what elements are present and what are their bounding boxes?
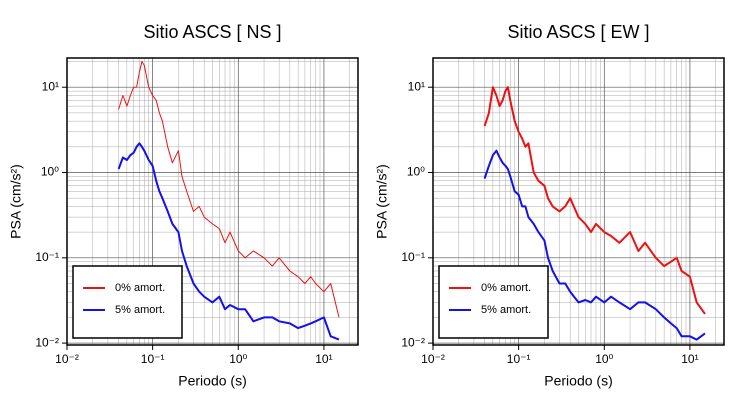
x-tick-label: 10⁻¹ — [507, 352, 531, 366]
y-tick-label: 10⁰ — [41, 165, 59, 179]
x-tick-label: 10¹ — [681, 352, 698, 366]
frame — [66, 57, 359, 346]
series-line — [483, 149, 706, 341]
legend-box — [438, 265, 549, 339]
y-tick-label: 10⁰ — [407, 165, 425, 179]
y-tick-label: 10⁻² — [401, 335, 425, 349]
series-line — [117, 142, 340, 341]
x-tick-label: 10⁻² — [421, 352, 445, 366]
x-tick-label: 10⁻² — [55, 352, 79, 366]
x-axis-label: Periodo (s) — [544, 373, 612, 389]
series-line — [118, 61, 340, 318]
legend-label: 0% amort. — [115, 282, 165, 294]
y-tick-label: 10⁻¹ — [401, 250, 425, 264]
x-tick-label: 10¹ — [315, 352, 332, 366]
legend-label: 5% amort. — [115, 304, 165, 316]
y-tick-label: 10⁻¹ — [35, 250, 59, 264]
series-line — [483, 86, 706, 315]
y-tick-label: 10¹ — [408, 79, 425, 93]
legend-box — [72, 265, 183, 339]
legend-label: 5% amort. — [481, 304, 531, 316]
x-tick-label: 10⁰ — [595, 352, 613, 366]
chart-title: Sitio ASCS [ NS ] — [143, 22, 281, 42]
legend-label: 0% amort. — [481, 282, 531, 294]
chart-title: Sitio ASCS [ EW ] — [507, 22, 649, 42]
y-tick-label: 10¹ — [42, 79, 59, 93]
y-tick-label: 10⁻² — [35, 335, 59, 349]
x-tick-label: 10⁰ — [229, 352, 247, 366]
y-axis-label: PSA (cm/s²) — [374, 164, 390, 239]
y-axis-label: PSA (cm/s²) — [8, 164, 24, 239]
frame — [432, 57, 725, 346]
x-tick-label: 10⁻¹ — [141, 352, 165, 366]
x-axis-label: Periodo (s) — [178, 373, 246, 389]
